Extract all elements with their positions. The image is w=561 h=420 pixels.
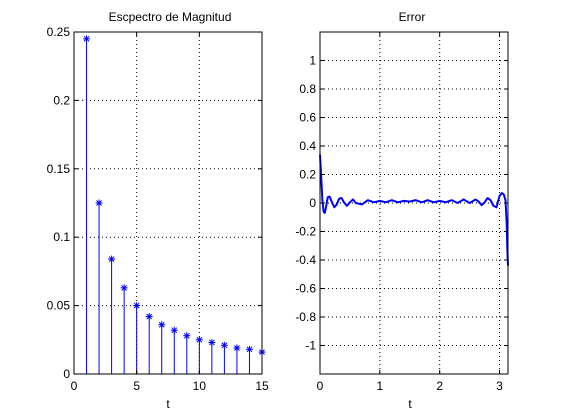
magnitude-spectrum-stem-marker-5-stroke-3 — [146, 313, 153, 320]
magnitude-spectrum-stem-marker-11-stroke-3 — [221, 342, 228, 349]
error-ytick-label-2: -0.6 — [295, 282, 316, 296]
magnitude-spectrum-stem-marker-8-stroke-3 — [183, 332, 190, 339]
magnitude-spectrum-stem-marker-1-stroke-3 — [96, 200, 102, 206]
magnitude-spectrum-axes-box — [73, 31, 263, 375]
magnitude-spectrum-stem-marker-10 — [208, 339, 216, 347]
magnitude-spectrum-stem-marker-3-stroke-3 — [121, 284, 128, 291]
error-panel: Error 0 1 2 3 -1 -0.8 -0.6 -0.4 -0.2 0 0.2 0.4 0.6 0.… — [295, 10, 509, 411]
magnitude-spectrum-stem-marker-8 — [183, 332, 191, 340]
magnitude-spectrum-stem-marker-6 — [158, 321, 166, 329]
error-ytick-label-5: 0 — [309, 196, 316, 210]
error-ytick-label-8: 0.6 — [299, 111, 316, 125]
error-xtick-label-1: 1 — [376, 379, 383, 393]
error-grid — [320, 32, 508, 374]
magnitude-spectrum-xtick-label-1: 5 — [133, 379, 140, 393]
magnitude-spectrum-panel: Escpectro de Magnitud 0 5 10 15 0 0.05 0.1 0.15… — [47, 10, 269, 411]
error-ytick-label-4: -0.2 — [295, 225, 316, 239]
magnitude-spectrum-xtick-label-0: 0 — [71, 379, 78, 393]
error-ytick-label-6: 0.2 — [299, 168, 316, 182]
magnitude-spectrum-stem-marker-7-stroke-3 — [171, 327, 178, 334]
error-ytick-label-9: 0.8 — [299, 82, 316, 96]
magnitude-spectrum-stem-marker-12 — [233, 344, 241, 352]
magnitude-spectrum-stem-marker-11 — [220, 341, 228, 349]
magnitude-spectrum-stem-marker-1 — [95, 199, 103, 207]
magnitude-spectrum-ytick-label-0: 0 — [63, 367, 70, 381]
magnitude-spectrum-ytick-label-2: 0.1 — [53, 230, 70, 244]
magnitude-spectrum-stem-marker-2 — [108, 255, 116, 263]
magnitude-spectrum-stem-marker-0-stroke-3 — [83, 35, 90, 42]
magnitude-spectrum-xlabel: t — [166, 397, 170, 411]
magnitude-spectrum-stem-marker-4-stroke-3 — [133, 302, 140, 309]
error-ytick-label-10: 1 — [309, 54, 316, 68]
magnitude-spectrum-stem-marker-2-stroke-3 — [108, 256, 115, 262]
magnitude-spectrum-stem-marker-13 — [245, 345, 253, 353]
magnitude-spectrum-stem-marker-10-stroke-3 — [208, 339, 215, 346]
magnitude-spectrum-xtick-label-3: 15 — [255, 379, 269, 393]
error-curve — [319, 154, 509, 266]
error-xtick-label-0: 0 — [317, 379, 324, 393]
magnitude-spectrum-stem-marker-6-stroke-3 — [158, 321, 165, 328]
magnitude-spectrum-title: Escpectro de Magnitud — [109, 10, 232, 24]
error-xtick-label-2: 2 — [436, 379, 443, 393]
magnitude-spectrum-ytick-label-3: 0.15 — [47, 162, 71, 176]
error-xtick-label-3: 3 — [496, 379, 503, 393]
error-ytick-label-7: 0.4 — [299, 139, 316, 153]
error-ytick-label-1: -0.8 — [295, 310, 316, 324]
magnitude-spectrum-stem-marker-13-stroke-3 — [246, 346, 253, 353]
magnitude-spectrum-stem-marker-9-stroke-3 — [196, 336, 203, 343]
magnitude-spectrum-stem-marker-7 — [170, 326, 178, 334]
magnitude-spectrum-ytick-label-1: 0.05 — [47, 299, 71, 313]
error-ytick-label-0: -1 — [305, 339, 316, 353]
magnitude-spectrum-stem-marker-12-stroke-3 — [234, 345, 240, 351]
magnitude-spectrum-stem-marker-3 — [120, 284, 128, 292]
magnitude-spectrum-stem-marker-5 — [145, 313, 153, 321]
error-xlabel: t — [408, 397, 412, 411]
magnitude-spectrum-xtick-label-2: 10 — [193, 379, 207, 393]
magnitude-spectrum-stem-marker-4 — [133, 302, 141, 310]
magnitude-spectrum-ytick-label-4: 0.2 — [53, 93, 70, 107]
magnitude-spectrum-stem-marker-0 — [83, 35, 91, 43]
error-ticks: 0 1 2 3 -1 -0.8 -0.6 -0.4 -0.2 0 0.2 0.4 0.6 0.8 1 — [295, 32, 508, 393]
error-ytick-label-3: -0.4 — [295, 253, 316, 267]
magnitude-spectrum-stem-marker-9 — [195, 336, 203, 344]
magnitude-spectrum-ytick-label-5: 0.25 — [47, 25, 71, 39]
magnitude-spectrum-ticks: 0 5 10 15 0 0.05 0.1 0.15 0.2 0.25 — [47, 25, 269, 393]
error-curve-group — [319, 154, 509, 266]
error-title: Error — [399, 10, 426, 24]
